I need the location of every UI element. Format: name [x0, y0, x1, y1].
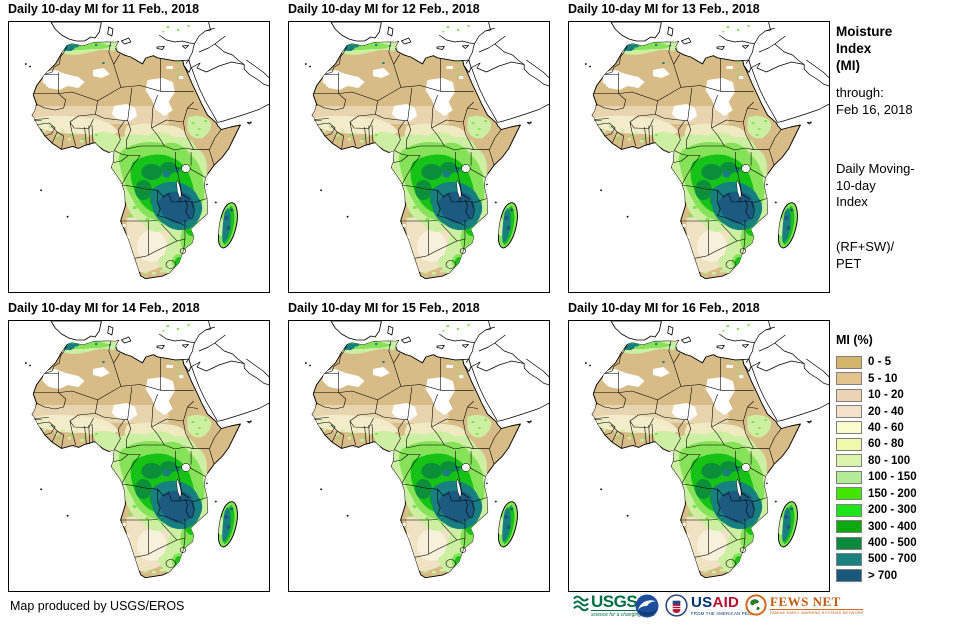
legend-item: 150 - 200 [836, 486, 917, 502]
usgs-waves-icon [573, 593, 589, 618]
legend-item: 500 - 700 [836, 551, 917, 567]
legend-swatch [836, 372, 862, 386]
map-panel: Daily 10-day MI for 11 Feb., 2018 [8, 1, 270, 293]
map-panel: Daily 10-day MI for 15 Feb., 2018 [288, 300, 550, 592]
usgs-logo: USGS science for a changing world [573, 592, 655, 618]
map-panel-title: Daily 10-day MI for 16 Feb., 2018 [568, 301, 760, 315]
legend-swatch [836, 536, 862, 550]
map-panel-title: Daily 10-day MI for 11 Feb., 2018 [8, 2, 200, 16]
usaid-tagline: FROM THE AMERICAN PEOPLE [691, 611, 761, 616]
map-panel-title: Daily 10-day MI for 14 Feb., 2018 [8, 301, 200, 315]
legend-item: 10 - 20 [836, 387, 917, 403]
legend-swatch [836, 487, 862, 501]
legend: 0 - 5 5 - 10 10 - 20 20 - 40 40 - 60 60 - 80 8… [836, 354, 917, 584]
legend-label: 60 - 80 [868, 438, 904, 451]
fewsnet-wordmark: FEWS NET [770, 595, 864, 610]
sidebar-through-date: through: Feb 16, 2018 [836, 85, 913, 117]
africa-map [568, 21, 830, 293]
noaa-logo [635, 594, 659, 618]
legend-label: 100 - 150 [868, 471, 917, 484]
usaid-wordmark: USAID [691, 594, 740, 611]
legend-item: 300 - 400 [836, 518, 917, 534]
legend-swatch [836, 421, 862, 435]
usaid-logo: USAID FROM THE AMERICAN PEOPLE [665, 594, 760, 617]
fewsnet-tagline: FAMINE EARLY WARNING SYSTEMS NETWORK [770, 611, 864, 615]
legend-label: 200 - 300 [868, 504, 917, 517]
africa-map [288, 320, 550, 592]
legend-swatch [836, 355, 862, 369]
map-panel-title: Daily 10-day MI for 15 Feb., 2018 [288, 301, 480, 315]
legend-item: 20 - 40 [836, 403, 917, 419]
map-panel-title: Daily 10-day MI for 12 Feb., 2018 [288, 2, 480, 16]
sidebar-formula: (RF+SW)/ PET [836, 239, 895, 271]
legend-item: 80 - 100 [836, 453, 917, 469]
legend-title: MI (%) [836, 333, 873, 347]
credit-text: Map produced by USGS/EROS [10, 599, 185, 613]
logo-bar: USGS science for a changing world USAID … [573, 591, 864, 625]
legend-swatch [836, 405, 862, 419]
noaa-emblem-icon [635, 594, 659, 618]
legend-item: > 700 [836, 568, 917, 584]
legend-swatch [836, 454, 862, 468]
usgs-wordmark: USGS [591, 592, 638, 611]
legend-label: 0 - 5 [868, 356, 892, 369]
usaid-seal-icon [665, 594, 688, 617]
legend-item: 0 - 5 [836, 354, 917, 370]
legend-label: 20 - 40 [868, 405, 904, 418]
fewsnet-logo: FEWS NET FAMINE EARLY WARNING SYSTEMS NE… [745, 594, 864, 616]
legend-label: 400 - 500 [868, 537, 917, 550]
legend-swatch [836, 470, 862, 484]
legend-label: 150 - 200 [868, 487, 917, 500]
legend-item: 200 - 300 [836, 502, 917, 518]
map-panel: Daily 10-day MI for 12 Feb., 2018 [288, 1, 550, 293]
legend-item: 40 - 60 [836, 420, 917, 436]
map-panel-title: Daily 10-day MI for 13 Feb., 2018 [568, 2, 760, 16]
map-panel-grid: Daily 10-day MI for 11 Feb., 2018 Daily 1… [8, 1, 848, 592]
legend-label: > 700 [868, 569, 898, 582]
sidebar-title: Moisture Index (MI) [836, 24, 893, 73]
legend-swatch [836, 552, 862, 566]
map-panel: Daily 10-day MI for 16 Feb., 2018 [568, 300, 830, 592]
legend-item: 60 - 80 [836, 436, 917, 452]
africa-map [568, 320, 830, 592]
legend-label: 10 - 20 [868, 389, 904, 402]
legend-swatch [836, 503, 862, 517]
legend-item: 5 - 10 [836, 370, 917, 386]
legend-item: 100 - 150 [836, 469, 917, 485]
legend-label: 500 - 700 [868, 553, 917, 566]
legend-swatch [836, 437, 862, 451]
legend-item: 400 - 500 [836, 535, 917, 551]
usgs-tagline: science for a changing world [591, 610, 655, 618]
legend-swatch [836, 520, 862, 534]
africa-map [8, 320, 270, 592]
africa-map [8, 21, 270, 293]
legend-swatch [836, 569, 862, 583]
legend-label: 5 - 10 [868, 372, 898, 385]
fewsnet-globe-icon [745, 594, 767, 616]
map-panel: Daily 10-day MI for 13 Feb., 2018 [568, 1, 830, 293]
sidebar: Moisture Index (MI) through: Feb 16, 201… [836, 0, 964, 626]
legend-swatch [836, 388, 862, 402]
legend-label: 40 - 60 [868, 421, 904, 434]
legend-label: 80 - 100 [868, 454, 911, 467]
legend-label: 300 - 400 [868, 520, 917, 533]
map-panel: Daily 10-day MI for 14 Feb., 2018 [8, 300, 270, 592]
africa-map [288, 21, 550, 293]
sidebar-index-description: Daily Moving- 10-day Index [836, 161, 915, 209]
